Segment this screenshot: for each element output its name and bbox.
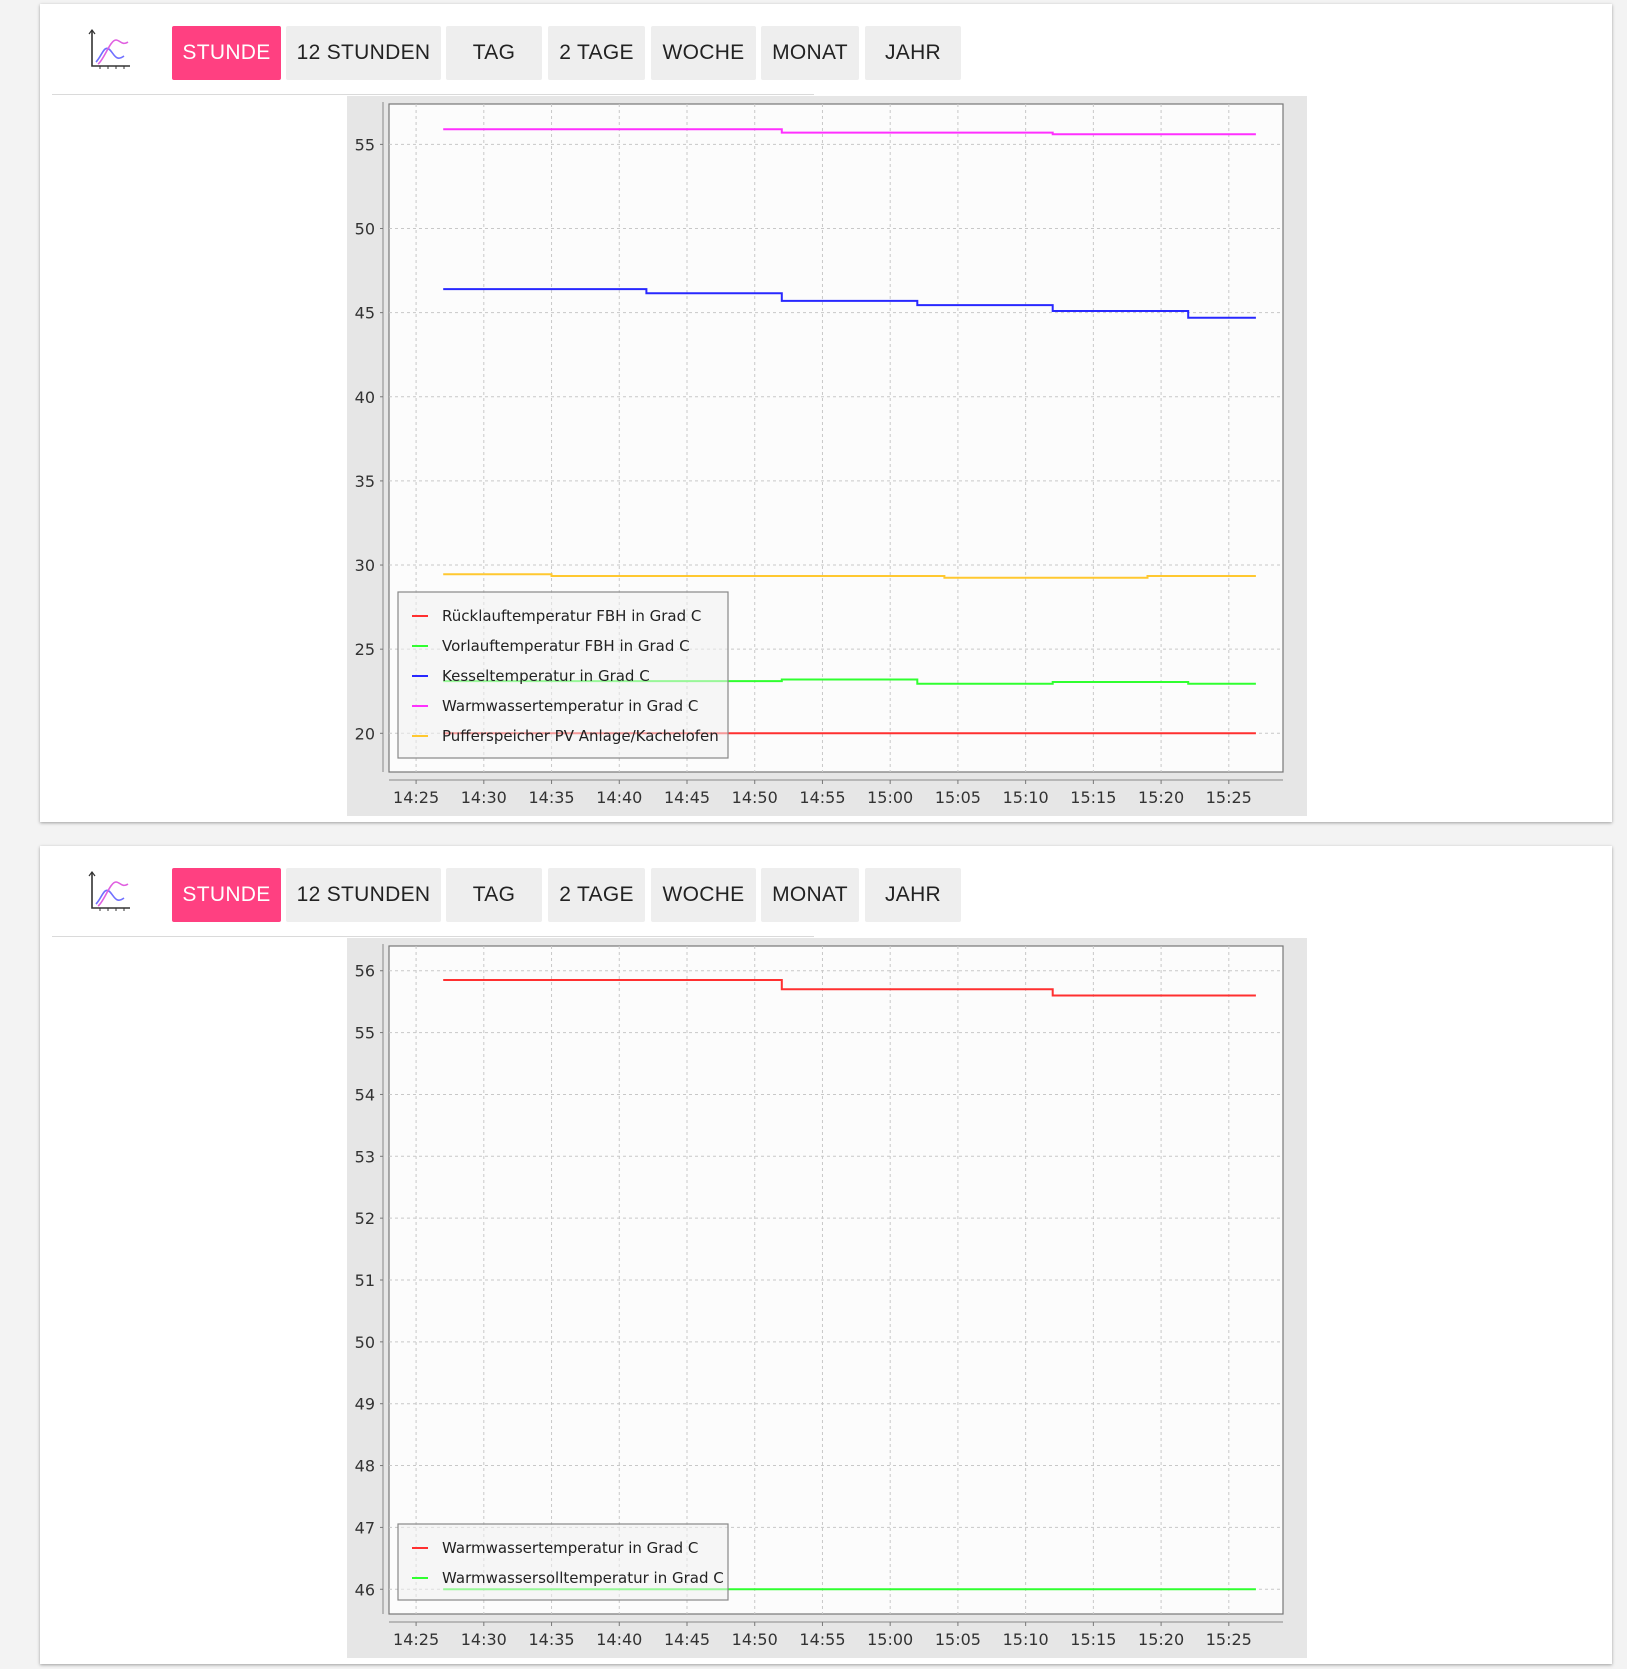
warmwater-chart: 46 47 48 49 50 51 52 53 54 55 56 14:25 14:30 14:35 14:… [347, 938, 1307, 1658]
y-tick-label: 52 [355, 1209, 375, 1228]
x-tick-label: 15:20 [1138, 788, 1184, 807]
y-tick-label: 56 [355, 962, 375, 981]
y-tick-label: 50 [355, 1333, 375, 1352]
tab-tag[interactable]: TAG [446, 868, 542, 922]
tab-2-tage[interactable]: 2 TAGE [548, 868, 645, 922]
line-chart-icon[interactable] [86, 868, 132, 914]
x-tick-label: 15:05 [935, 1630, 981, 1649]
x-tick-label: 15:05 [935, 788, 981, 807]
legend-item-label: Kesseltemperatur in Grad C [442, 667, 650, 685]
tab-jahr[interactable]: JAHR [865, 26, 961, 80]
chart-card-2: STUNDE 12 STUNDEN TAG 2 TAGE WOCHE MONAT… [40, 846, 1612, 1664]
x-tick-label: 14:45 [664, 1630, 710, 1649]
series-line [443, 678, 1256, 685]
x-tick-label: 15:00 [867, 788, 913, 807]
series-line [443, 128, 1256, 136]
x-tick-label: 14:35 [528, 788, 574, 807]
x-tick-label: 14:35 [528, 1630, 574, 1649]
x-tick-label: 15:25 [1206, 1630, 1252, 1649]
x-tick-label: 14:25 [393, 788, 439, 807]
y-tick-label: 53 [355, 1147, 375, 1166]
tab-12-stunden[interactable]: 12 STUNDEN [286, 26, 441, 80]
y-tick-label: 51 [355, 1271, 375, 1290]
warmwater-chart-svg: 46 47 48 49 50 51 52 53 54 55 56 14:25 14:30 14:35 14:… [347, 938, 1307, 1658]
series-line [443, 573, 1256, 579]
y-tick-label: 50 [355, 220, 375, 239]
chart-card-1: STUNDE 12 STUNDEN TAG 2 TAGE WOCHE MONAT… [40, 4, 1612, 822]
x-tick-label: 14:50 [732, 788, 778, 807]
x-tick-label: 14:55 [799, 788, 845, 807]
range-toolbar: STUNDE 12 STUNDEN TAG 2 TAGE WOCHE MONAT… [52, 862, 961, 937]
temperature-chart: 20 25 30 35 40 45 50 55 14:25 14:30 14:35 14:40 14:4… [347, 96, 1307, 816]
chart-legend: Rücklauftemperatur FBH in Grad C Vorlauft… [397, 591, 729, 759]
y-tick-label: 55 [355, 1024, 375, 1043]
legend-item-label: Vorlauftemperatur FBH in Grad C [442, 637, 690, 655]
tab-woche[interactable]: WOCHE [651, 868, 756, 922]
x-tick-label: 15:10 [1003, 788, 1049, 807]
x-tick-label: 14:50 [732, 1630, 778, 1649]
x-tick-label: 14:40 [596, 1630, 642, 1649]
x-tick-label: 14:30 [461, 1630, 507, 1649]
y-tick-label: 20 [355, 724, 375, 743]
y-tick-label: 45 [355, 304, 375, 323]
tab-monat[interactable]: MONAT [761, 868, 859, 922]
tab-monat[interactable]: MONAT [761, 26, 859, 80]
y-tick-label: 35 [355, 472, 375, 491]
y-tick-label: 30 [355, 556, 375, 575]
x-tick-label: 14:40 [596, 788, 642, 807]
tab-12-stunden[interactable]: 12 STUNDEN [286, 868, 441, 922]
x-tick-label: 14:25 [393, 1630, 439, 1649]
tab-2-tage[interactable]: 2 TAGE [548, 26, 645, 80]
series-line [443, 979, 1256, 997]
range-toolbar: STUNDE 12 STUNDEN TAG 2 TAGE WOCHE MONAT… [52, 20, 961, 95]
tab-tag[interactable]: TAG [446, 26, 542, 80]
x-tick-label: 14:45 [664, 788, 710, 807]
legend-item-label: Warmwassersolltemperatur in Grad C [442, 1569, 724, 1587]
tab-woche[interactable]: WOCHE [651, 26, 756, 80]
legend-item-label: Warmwassertemperatur in Grad C [442, 697, 698, 715]
series-line [443, 288, 1256, 319]
y-tick-label: 40 [355, 388, 375, 407]
x-tick-label: 15:25 [1206, 788, 1252, 807]
x-tick-label: 15:00 [867, 1630, 913, 1649]
line-chart-icon[interactable] [86, 26, 132, 72]
y-tick-label: 25 [355, 640, 375, 659]
temperature-chart-svg: 20 25 30 35 40 45 50 55 14:25 14:30 14:35 14:40 14:4… [347, 96, 1307, 816]
x-tick-label: 15:10 [1003, 1630, 1049, 1649]
y-tick-label: 47 [355, 1518, 375, 1537]
chart-legend: Warmwassertemperatur in Grad C Warmwasser… [397, 1523, 729, 1601]
x-tick-label: 14:55 [799, 1630, 845, 1649]
x-tick-label: 15:15 [1070, 1630, 1116, 1649]
y-tick-label: 55 [355, 135, 375, 154]
legend-item-label: Warmwassertemperatur in Grad C [442, 1539, 698, 1557]
x-tick-label: 14:30 [461, 788, 507, 807]
tab-stunde[interactable]: STUNDE [172, 868, 281, 922]
legend-item-label: Rücklauftemperatur FBH in Grad C [442, 607, 701, 625]
y-tick-label: 49 [355, 1395, 375, 1414]
y-tick-label: 54 [355, 1085, 375, 1104]
legend-item-label: Pufferspeicher PV Anlage/Kachelofen [442, 727, 719, 745]
tab-stunde[interactable]: STUNDE [172, 26, 281, 80]
y-tick-label: 48 [355, 1457, 375, 1476]
x-tick-label: 15:15 [1070, 788, 1116, 807]
x-tick-label: 15:20 [1138, 1630, 1184, 1649]
y-tick-label: 46 [355, 1580, 375, 1599]
tab-jahr[interactable]: JAHR [865, 868, 961, 922]
